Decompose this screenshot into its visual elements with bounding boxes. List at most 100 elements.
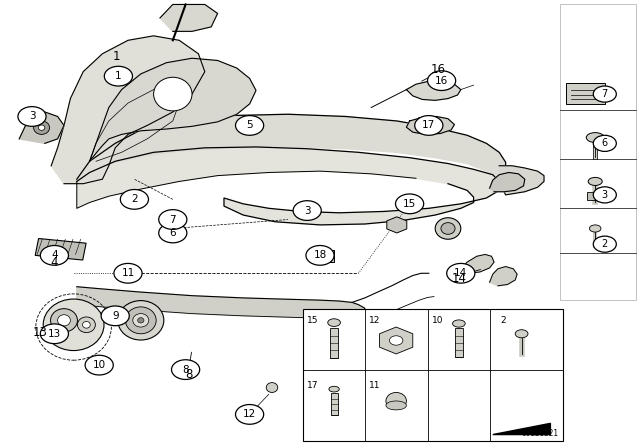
- Ellipse shape: [588, 177, 602, 185]
- Text: 6: 6: [170, 228, 176, 238]
- Circle shape: [159, 210, 187, 229]
- Circle shape: [172, 360, 200, 379]
- Text: 4: 4: [51, 250, 58, 260]
- FancyBboxPatch shape: [312, 250, 334, 262]
- Circle shape: [428, 71, 456, 90]
- Circle shape: [236, 116, 264, 135]
- Text: 1: 1: [115, 71, 122, 81]
- Text: 2: 2: [602, 239, 608, 249]
- Bar: [331, 393, 337, 415]
- Text: 1: 1: [113, 49, 120, 63]
- Ellipse shape: [77, 317, 95, 332]
- Polygon shape: [499, 166, 544, 195]
- Polygon shape: [51, 36, 205, 184]
- Text: 12: 12: [369, 316, 381, 325]
- Text: 00128321: 00128321: [521, 429, 558, 438]
- Text: 12: 12: [243, 409, 256, 419]
- Ellipse shape: [44, 299, 104, 350]
- FancyBboxPatch shape: [566, 83, 605, 104]
- Circle shape: [306, 246, 334, 265]
- Circle shape: [396, 194, 424, 214]
- Ellipse shape: [133, 314, 149, 327]
- Text: 3: 3: [602, 190, 608, 200]
- Ellipse shape: [328, 319, 340, 327]
- Polygon shape: [490, 267, 517, 286]
- Circle shape: [40, 324, 68, 344]
- Circle shape: [593, 86, 616, 102]
- Ellipse shape: [38, 125, 45, 130]
- Text: 7: 7: [170, 215, 176, 224]
- Circle shape: [293, 201, 321, 220]
- Ellipse shape: [386, 392, 406, 409]
- Text: 15: 15: [403, 199, 416, 209]
- Text: 16: 16: [431, 63, 446, 76]
- Ellipse shape: [58, 314, 70, 326]
- Text: 10: 10: [93, 360, 106, 370]
- Circle shape: [593, 135, 616, 151]
- Ellipse shape: [118, 301, 164, 340]
- Text: 17: 17: [422, 121, 435, 130]
- Text: 15: 15: [307, 316, 319, 325]
- Ellipse shape: [386, 401, 406, 410]
- Text: 7: 7: [602, 89, 608, 99]
- Circle shape: [85, 355, 113, 375]
- Text: 8: 8: [182, 365, 189, 375]
- Text: 3: 3: [29, 112, 35, 121]
- Circle shape: [40, 246, 68, 265]
- Polygon shape: [160, 4, 218, 31]
- Ellipse shape: [329, 386, 339, 392]
- Text: 11: 11: [122, 268, 134, 278]
- Bar: [35, 238, 86, 260]
- Circle shape: [593, 187, 616, 203]
- Circle shape: [120, 190, 148, 209]
- Text: 2: 2: [500, 316, 506, 325]
- Text: 5: 5: [246, 121, 253, 130]
- Bar: [303, 309, 563, 441]
- Ellipse shape: [125, 307, 156, 334]
- Polygon shape: [406, 116, 454, 134]
- Ellipse shape: [266, 383, 278, 392]
- Text: 14: 14: [452, 272, 467, 285]
- Circle shape: [159, 223, 187, 243]
- Text: 13: 13: [32, 326, 47, 339]
- Ellipse shape: [589, 225, 601, 232]
- Bar: [454, 328, 463, 358]
- Text: 18: 18: [314, 250, 326, 260]
- Ellipse shape: [452, 320, 465, 327]
- Ellipse shape: [138, 318, 144, 323]
- Ellipse shape: [586, 133, 604, 142]
- Text: 3: 3: [304, 206, 310, 215]
- Circle shape: [593, 236, 616, 252]
- Ellipse shape: [441, 223, 455, 234]
- Ellipse shape: [435, 218, 461, 239]
- Ellipse shape: [83, 322, 90, 328]
- Bar: [560, 4, 636, 300]
- Polygon shape: [406, 82, 461, 100]
- Polygon shape: [493, 423, 550, 435]
- Circle shape: [114, 263, 142, 283]
- Circle shape: [18, 107, 46, 126]
- Polygon shape: [461, 254, 494, 273]
- Circle shape: [236, 405, 264, 424]
- Text: 14: 14: [454, 268, 467, 278]
- Ellipse shape: [515, 330, 528, 338]
- Polygon shape: [77, 147, 499, 225]
- Circle shape: [101, 306, 129, 326]
- Polygon shape: [77, 114, 506, 181]
- Polygon shape: [90, 58, 256, 161]
- Text: 16: 16: [435, 76, 448, 86]
- FancyBboxPatch shape: [587, 192, 604, 200]
- Bar: [330, 328, 339, 358]
- Text: 8: 8: [185, 367, 193, 381]
- Text: 9: 9: [112, 311, 118, 321]
- Text: 11: 11: [369, 381, 381, 390]
- Circle shape: [447, 263, 475, 283]
- Text: 10: 10: [432, 316, 444, 325]
- Polygon shape: [490, 172, 525, 192]
- Ellipse shape: [389, 336, 403, 345]
- Text: 6: 6: [602, 138, 608, 148]
- Circle shape: [104, 66, 132, 86]
- Circle shape: [415, 116, 443, 135]
- Text: 17: 17: [307, 381, 319, 390]
- Text: 4: 4: [51, 255, 58, 269]
